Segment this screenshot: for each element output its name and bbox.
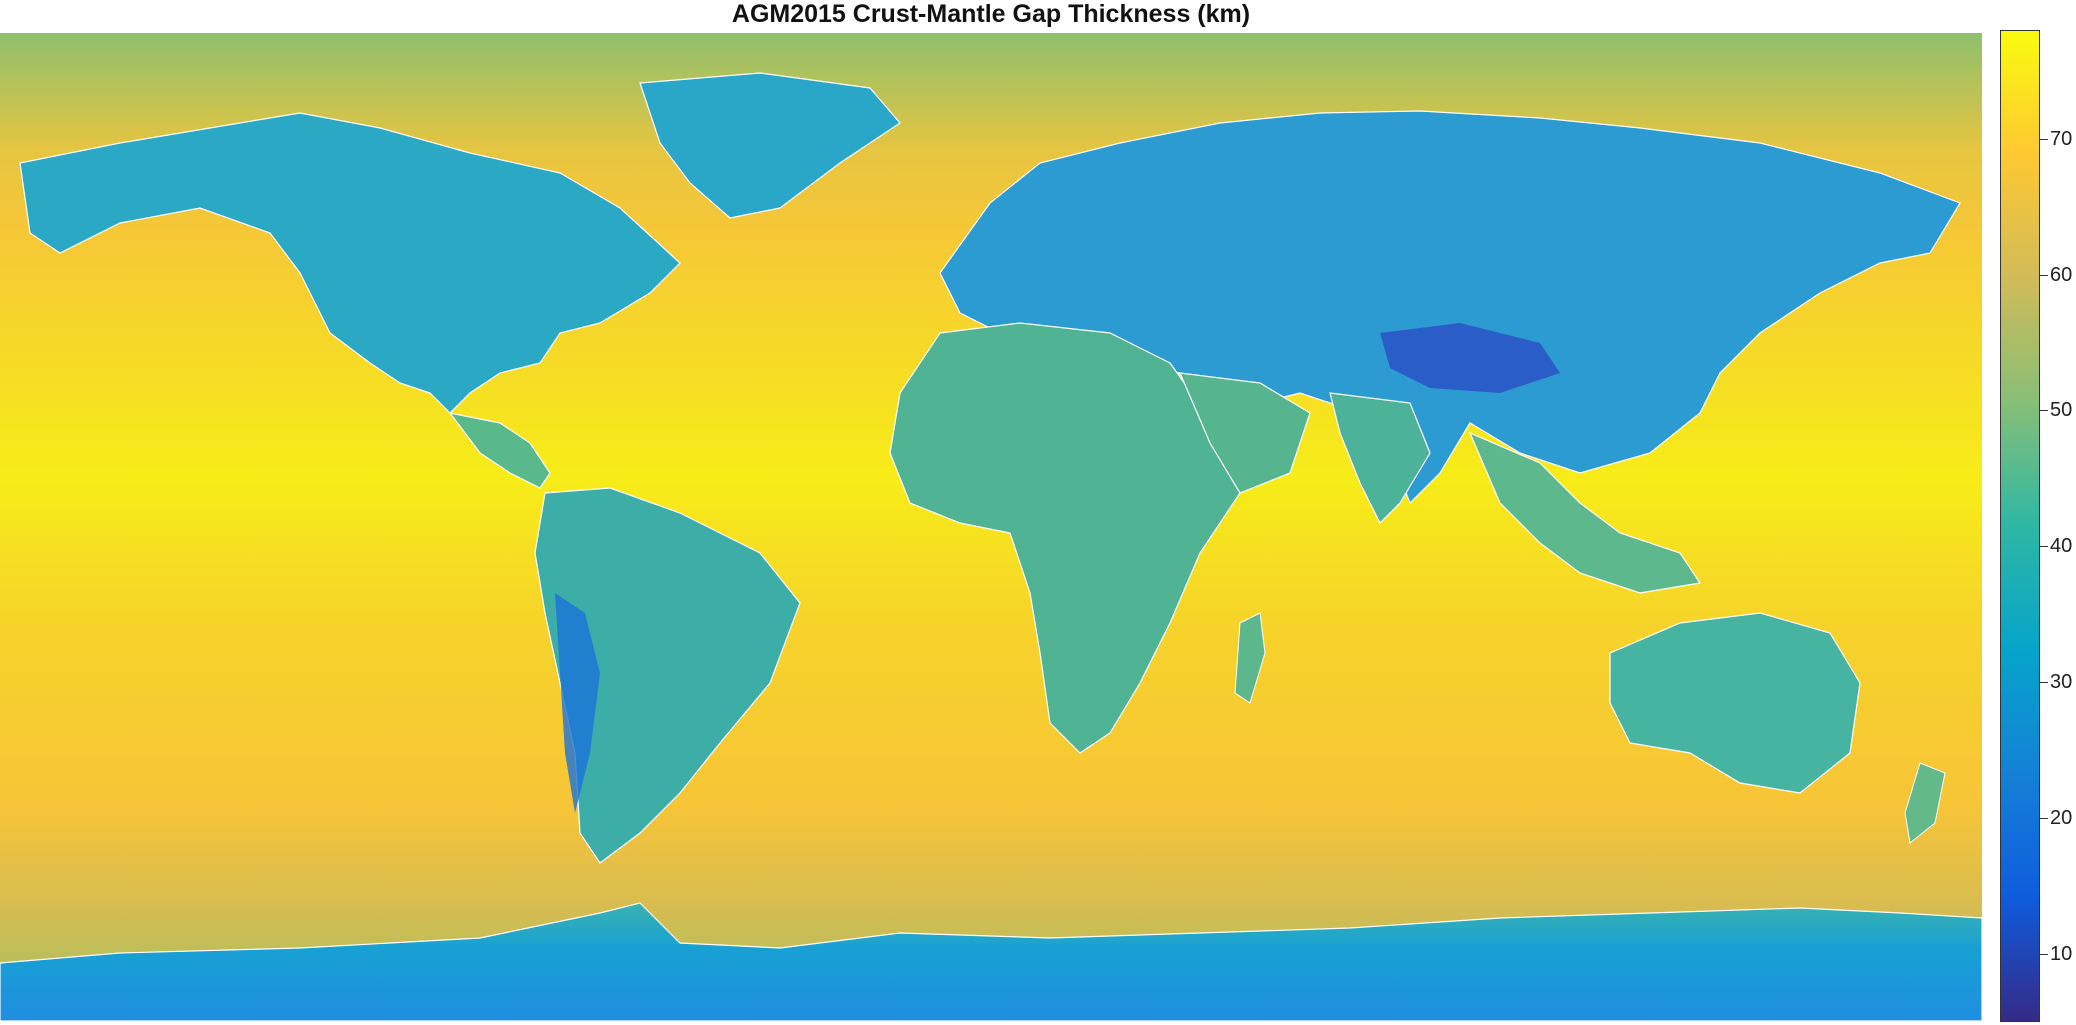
southeast-asia <box>1468 431 1702 594</box>
colorbar-tick-mark <box>2040 818 2048 820</box>
central-america <box>448 412 551 489</box>
colorbar-tick-mark <box>2040 682 2048 684</box>
colorbar-tick-mark <box>2040 954 2048 956</box>
india <box>1329 392 1431 525</box>
arabia <box>1179 372 1311 494</box>
colorbar-tick-mark <box>2040 274 2048 276</box>
colorbar-tick-label: 60 <box>2050 263 2073 286</box>
south-america <box>534 487 801 864</box>
new-zealand <box>1904 762 1946 844</box>
madagascar <box>1234 612 1266 704</box>
colorbar-tick-label: 70 <box>2050 127 2073 150</box>
colorbar-tick-mark <box>2040 138 2048 140</box>
chart-title: AGM2015 Crust-Mantle Gap Thickness (km) <box>731 0 1251 28</box>
andes <box>555 593 600 813</box>
antarctica <box>0 902 1982 1021</box>
colorbar-tick-label: 40 <box>2050 535 2073 558</box>
tibet <box>1380 323 1560 393</box>
north-america <box>19 112 681 414</box>
greenland <box>639 72 901 219</box>
africa <box>889 322 1241 754</box>
map-svg <box>0 33 1982 1021</box>
colorbar-tick-mark <box>2040 546 2048 548</box>
colorbar-tick-mark <box>2040 410 2048 412</box>
colorbar-ticks: 10 20 30 40 50 60 70 <box>2040 30 2076 1022</box>
colorbar-tick-label: 50 <box>2050 399 2073 422</box>
colorbar-tick-label: 30 <box>2050 671 2073 694</box>
colorbar-tick-label: 10 <box>2050 943 2073 966</box>
world-map <box>0 33 1982 1021</box>
australia <box>1609 612 1861 794</box>
colorbar <box>2000 30 2040 1022</box>
colorbar-tick-label: 20 <box>2050 807 2073 830</box>
